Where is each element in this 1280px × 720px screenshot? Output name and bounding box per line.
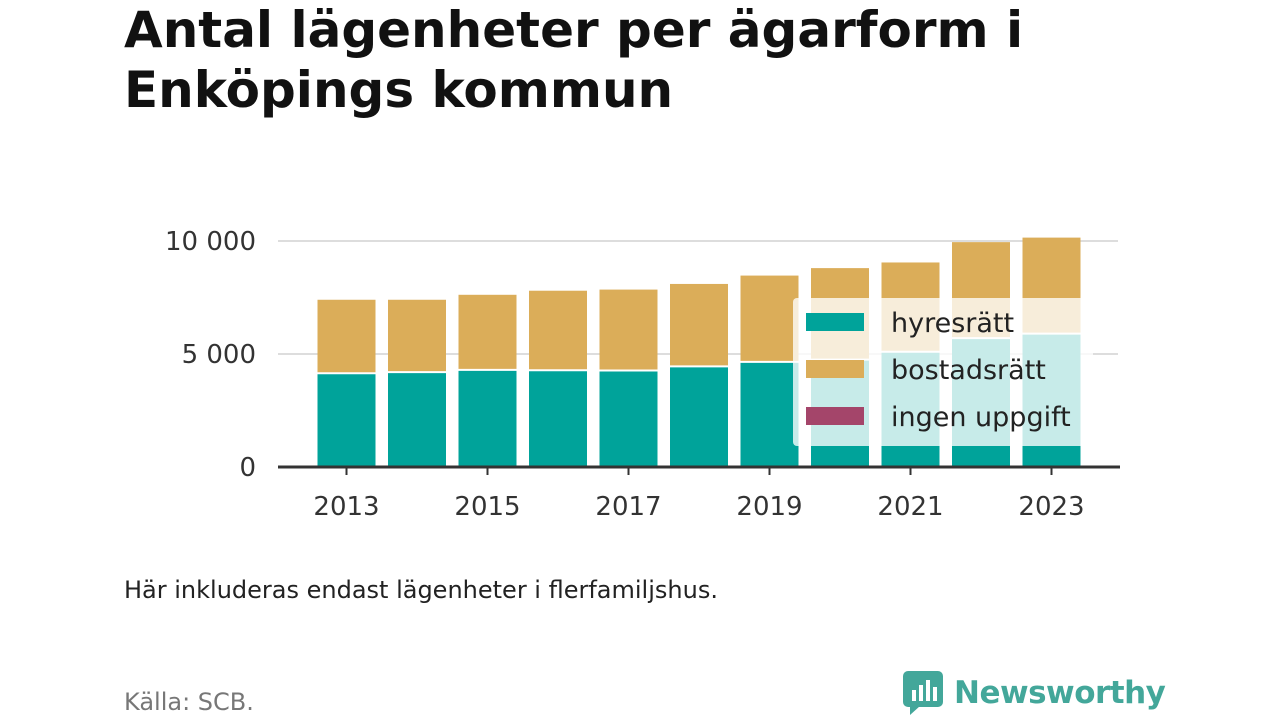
newsworthy-logo-icon [903, 671, 943, 715]
bar-2015-series-1 [458, 294, 517, 370]
legend-swatch-2 [806, 407, 864, 425]
bar-2016-series-0 [529, 370, 587, 467]
bar-2015-series-0 [458, 369, 517, 467]
source-text: Källa: SCB. [124, 688, 254, 716]
legend-label-2: ingen uppgift [891, 402, 1071, 433]
bar-2017-series-0 [599, 370, 658, 467]
bar-2019-series-0 [740, 361, 799, 467]
x-tick-label: 2019 [736, 492, 802, 522]
legend-background [793, 298, 1093, 446]
x-axis: 2013 2015 2017 2019 2021 2023 [278, 465, 1120, 522]
bar-2016-series-1 [529, 290, 587, 371]
chart-title-line-2: Enköpings kommun [124, 61, 674, 119]
stacked-bar-chart: 0 5 000 10 000 2013 2015 2017 2019 2021 2023 hy… [165, 227, 1120, 522]
bar-2019-series-1 [740, 275, 799, 362]
bar-2018-series-0 [670, 366, 728, 467]
brand-logo: Newsworthy [902, 670, 1166, 716]
chart-note: Här inkluderas endast lägenheter i flerf… [124, 576, 718, 604]
x-tick-label: 2013 [313, 492, 379, 522]
bar-2014-series-1 [388, 299, 446, 373]
x-tick-label: 2015 [454, 492, 520, 522]
legend: hyresrätt bostadsrätt ingen uppgift [793, 298, 1093, 446]
bar-2014-series-0 [388, 372, 446, 467]
x-tick-label: 2021 [877, 492, 943, 522]
legend-swatch-0 [806, 313, 864, 331]
bar-2018-series-1 [670, 283, 728, 367]
x-tick-label: 2023 [1018, 492, 1084, 522]
y-tick-label: 0 [239, 453, 256, 483]
legend-label-1: bostadsrätt [891, 355, 1046, 386]
bar-2013-series-0 [317, 373, 376, 467]
chart-title-line-1: Antal lägenheter per ägarform i [124, 1, 1024, 59]
y-tick-label: 10 000 [165, 227, 256, 257]
y-axis-ticks: 0 5 000 10 000 [165, 227, 256, 483]
x-tick-label: 2017 [595, 492, 661, 522]
brand-name: Newsworthy [954, 675, 1166, 711]
y-tick-label: 5 000 [182, 340, 256, 370]
chart-title: Antal lägenheter per ägarform i Enköping… [124, 0, 1124, 120]
bar-2017-series-1 [599, 289, 658, 371]
legend-label-0: hyresrätt [891, 308, 1014, 339]
legend-swatch-1 [806, 360, 864, 378]
bar-2013-series-1 [317, 299, 376, 374]
